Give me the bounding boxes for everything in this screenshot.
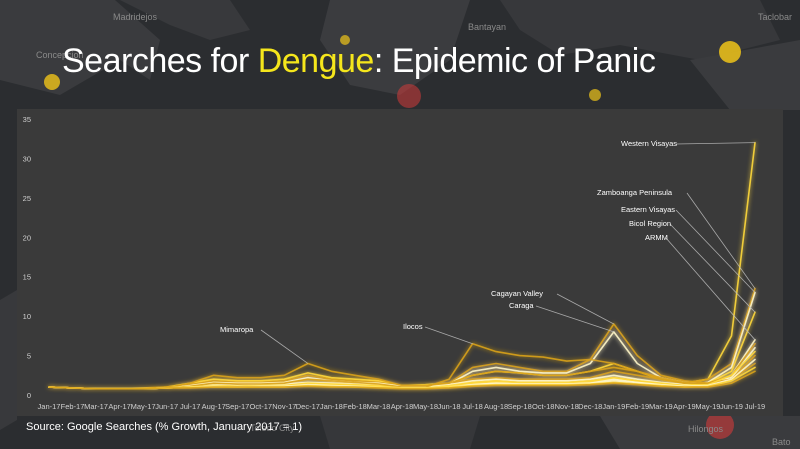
y-tick-label: 15 bbox=[23, 273, 31, 282]
annotation-leader bbox=[686, 192, 756, 289]
x-tick-label: Dec-17 bbox=[296, 402, 320, 411]
series-line bbox=[48, 370, 756, 390]
annotation-leader bbox=[675, 209, 756, 293]
x-tick-label: Feb-18 bbox=[343, 402, 367, 411]
x-tick-label: Jan-19 bbox=[602, 402, 625, 411]
y-tick-label: 0 bbox=[27, 391, 31, 400]
x-tick-label: Jun-17 bbox=[155, 402, 178, 411]
series-line bbox=[48, 323, 756, 390]
map-label: Concepcion bbox=[36, 50, 84, 60]
y-axis: 0 5 10 15 20 25 30 35 bbox=[23, 115, 31, 400]
x-tick-label: Aug-17 bbox=[202, 402, 226, 411]
series-line bbox=[48, 287, 756, 390]
x-tick-label: Apr-17 bbox=[108, 402, 131, 411]
map-hotspots bbox=[44, 35, 741, 439]
x-tick-label: Feb-17 bbox=[61, 402, 85, 411]
x-tick-label: May-17 bbox=[131, 402, 156, 411]
x-tick-label: Jul-18 bbox=[462, 402, 482, 411]
annotation-label: Ilocos bbox=[403, 322, 423, 331]
source-note: Source: Google Searches (% Growth, Janua… bbox=[26, 421, 303, 433]
title-prefix: Searches for bbox=[62, 42, 258, 80]
x-tick-label: Jun-19 bbox=[720, 402, 743, 411]
y-tick-label: 20 bbox=[23, 233, 31, 242]
annotation-leader bbox=[675, 142, 756, 145]
x-tick-label: Oct-18 bbox=[532, 402, 555, 411]
x-tick-label: Dec-18 bbox=[578, 402, 602, 411]
series-line bbox=[48, 141, 756, 390]
annotation-layer: Western Visayas Zamboanga Peninsula Easter… bbox=[220, 139, 756, 364]
x-tick-label: Sep-18 bbox=[508, 402, 532, 411]
annotation-label: Cagayan Valley bbox=[491, 289, 543, 298]
annotation-leader bbox=[424, 326, 473, 345]
x-tick-label: Nov-18 bbox=[555, 402, 579, 411]
annotation-leader bbox=[665, 237, 756, 341]
annotation-leader bbox=[669, 223, 756, 313]
annotation-label: Western Visayas bbox=[621, 139, 677, 148]
x-axis: Jan-17 Feb-17 Mar-17 Apr-17 May-17 Jun-17 Jul-… bbox=[38, 402, 766, 411]
annotation-label: Mimaropa bbox=[220, 325, 254, 334]
y-tick-label: 5 bbox=[27, 352, 31, 361]
page-title: Searches for Dengue: Epidemic of Panic bbox=[62, 42, 656, 81]
title-highlight: Dengue bbox=[257, 42, 375, 80]
annotation-label: Eastern Visayas bbox=[621, 205, 675, 214]
x-tick-label: Mar-19 bbox=[649, 402, 673, 411]
annotation-label: ARMM bbox=[645, 233, 668, 242]
x-tick-label: Mar-17 bbox=[84, 402, 108, 411]
annotation-label: Caraga bbox=[509, 301, 534, 310]
x-tick-label: Jun-18 bbox=[438, 402, 461, 411]
map-label: Taclobar bbox=[758, 12, 792, 22]
x-tick-label: Mar-18 bbox=[367, 402, 391, 411]
x-tick-label: Jan-17 bbox=[38, 402, 61, 411]
annotation-leader bbox=[556, 293, 614, 325]
x-tick-label: Oct-17 bbox=[250, 402, 273, 411]
x-tick-label: Nov-17 bbox=[272, 402, 296, 411]
x-tick-label: Jul-17 bbox=[180, 402, 200, 411]
x-tick-label: May-18 bbox=[413, 402, 438, 411]
y-tick-label: 25 bbox=[23, 194, 31, 203]
x-tick-label: Jul-19 bbox=[745, 402, 765, 411]
x-tick-label: Apr-19 bbox=[673, 402, 696, 411]
y-tick-label: 35 bbox=[23, 115, 31, 124]
x-tick-label: Feb-19 bbox=[625, 402, 649, 411]
annotation-label: Zamboanga Peninsula bbox=[597, 188, 673, 197]
annotation-label: Bicol Region bbox=[629, 219, 671, 228]
x-tick-label: Sep-17 bbox=[225, 402, 249, 411]
title-suffix: : Epidemic of Panic bbox=[373, 42, 656, 80]
annotation-leader bbox=[535, 305, 614, 333]
map-label: Bantayan bbox=[468, 22, 506, 32]
map-label: Madridejos bbox=[113, 12, 158, 22]
chart-panel: 0 5 10 15 20 25 30 35 Jan-17 Feb-17 Mar-17 Apr-17 M… bbox=[17, 109, 783, 416]
map-label: Bato bbox=[772, 437, 791, 447]
y-tick-label: 30 bbox=[23, 154, 31, 163]
x-tick-label: Aug-18 bbox=[484, 402, 508, 411]
x-tick-label: Jan-18 bbox=[320, 402, 343, 411]
y-tick-label: 10 bbox=[23, 312, 31, 321]
map-label: Toledo City bbox=[250, 423, 295, 433]
map-label: Hilongos bbox=[688, 424, 724, 434]
x-tick-label: May-19 bbox=[695, 402, 720, 411]
series-layer bbox=[48, 141, 756, 390]
annotation-leader bbox=[260, 329, 309, 364]
x-tick-label: Apr-18 bbox=[391, 402, 414, 411]
